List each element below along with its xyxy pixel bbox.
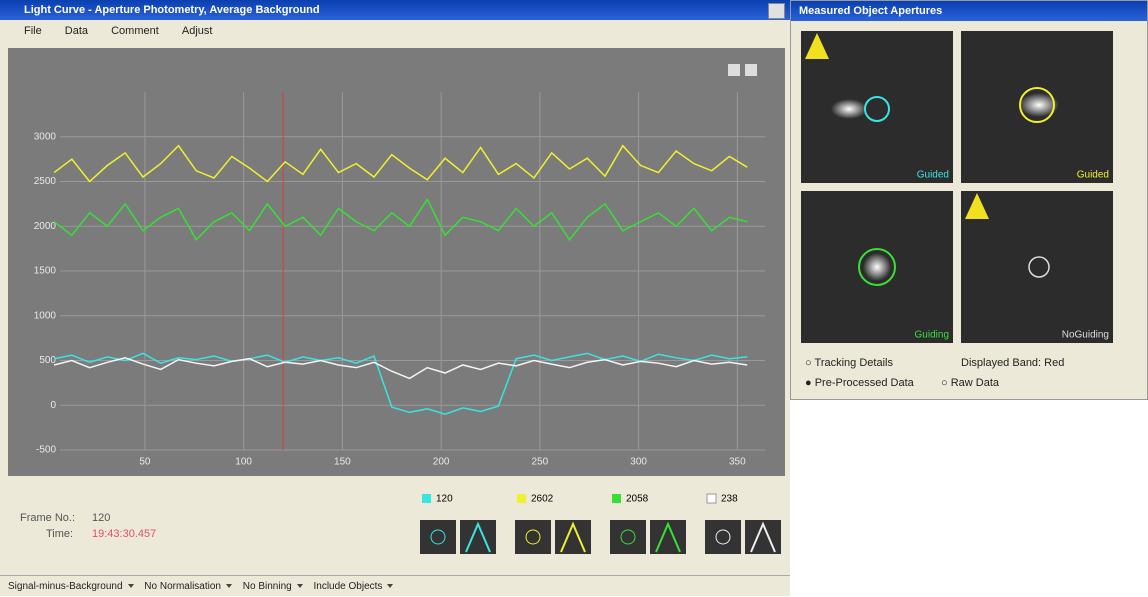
y-tick-label: 3000 — [34, 131, 57, 142]
y-tick-label: 1500 — [34, 266, 57, 277]
aperture-window: Measured Object Apertures Guided Guided … — [790, 0, 1148, 400]
option-text: Displayed Band: Red — [961, 357, 1064, 369]
status-item[interactable]: No Binning — [243, 581, 292, 592]
readout: 238 — [721, 494, 738, 505]
legend-swatch — [612, 494, 621, 503]
legend-swatch — [707, 494, 716, 503]
tile-label: Guided — [1077, 170, 1109, 181]
title-bar: Measured Object Apertures — [791, 1, 1147, 21]
x-tick-label: 300 — [630, 457, 647, 468]
window-title: Measured Object Apertures — [799, 5, 942, 17]
thumbnail — [515, 520, 551, 554]
y-tick-label: 2000 — [34, 221, 57, 232]
readout: 120 — [436, 494, 453, 505]
frame-value: 120 — [92, 512, 110, 524]
y-tick-label: 1000 — [34, 310, 57, 321]
chart-background — [8, 48, 785, 476]
main-window: Light Curve - Aperture Photometry, Avera… — [0, 0, 790, 596]
tile-label: Guided — [917, 170, 949, 181]
y-tick-label: 500 — [39, 355, 56, 366]
readout-panel: 120 2602 2058 238 — [410, 490, 790, 570]
aperture-grid: Guided Guided Guiding NoGuiding — [799, 29, 1119, 349]
thumbnail — [705, 520, 741, 554]
option[interactable]: ○ Raw Data — [941, 377, 999, 389]
thumbnail — [420, 520, 456, 554]
option[interactable]: ● Pre-Processed Data — [805, 377, 914, 389]
x-tick-label: 100 — [235, 457, 252, 468]
time-value: 19:43:30.457 — [92, 528, 156, 540]
tile-label: NoGuiding — [1062, 330, 1109, 341]
x-tick-label: 250 — [532, 457, 549, 468]
readout: 2058 — [626, 494, 649, 505]
chart: -500 0 500 1000 1500 2000 2500 3000 50 100 150 200 2… — [0, 0, 790, 480]
option-label: Raw Data — [951, 377, 999, 389]
legend-swatch — [422, 494, 431, 503]
option-label: Tracking Details — [815, 357, 893, 369]
status-bar: Signal-minus-Background No Normalisation… — [0, 575, 790, 596]
tile-label: Guiding — [915, 330, 949, 341]
page: Light Curve - Aperture Photometry, Avera… — [0, 0, 1148, 596]
x-tick-label: 50 — [139, 457, 151, 468]
legend-swatch — [517, 494, 526, 503]
y-tick-label: 2500 — [34, 176, 57, 187]
x-tick-label: 150 — [334, 457, 351, 468]
status-item[interactable]: Signal-minus-Background — [8, 581, 123, 592]
chart-button[interactable] — [728, 64, 740, 76]
option-label: Pre-Processed Data — [815, 377, 914, 389]
y-tick-label: -500 — [36, 445, 56, 456]
time-label: Time: — [46, 528, 73, 540]
option[interactable]: ○ Tracking Details — [805, 357, 893, 369]
y-tick-label: 0 — [50, 400, 56, 411]
star — [863, 253, 891, 281]
readout: 2602 — [531, 494, 554, 505]
status-item[interactable]: No Normalisation — [144, 581, 221, 592]
x-tick-label: 200 — [433, 457, 450, 468]
chart-button[interactable] — [745, 64, 757, 76]
status-item[interactable]: Include Objects — [313, 581, 382, 592]
frame-label: Frame No.: — [20, 512, 75, 524]
star — [831, 99, 867, 119]
thumbnail — [610, 520, 646, 554]
x-tick-label: 350 — [729, 457, 746, 468]
